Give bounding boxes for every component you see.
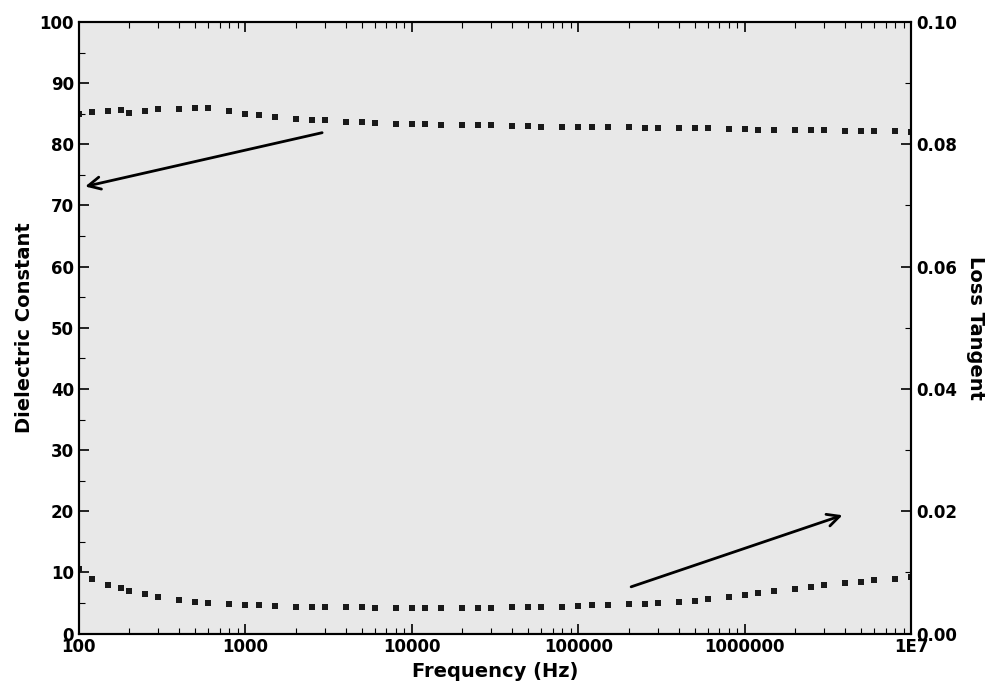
Y-axis label: Loss Tangent: Loss Tangent (966, 256, 985, 400)
Y-axis label: Dielectric Constant: Dielectric Constant (15, 223, 34, 433)
X-axis label: Frequency (Hz): Frequency (Hz) (412, 662, 578, 681)
